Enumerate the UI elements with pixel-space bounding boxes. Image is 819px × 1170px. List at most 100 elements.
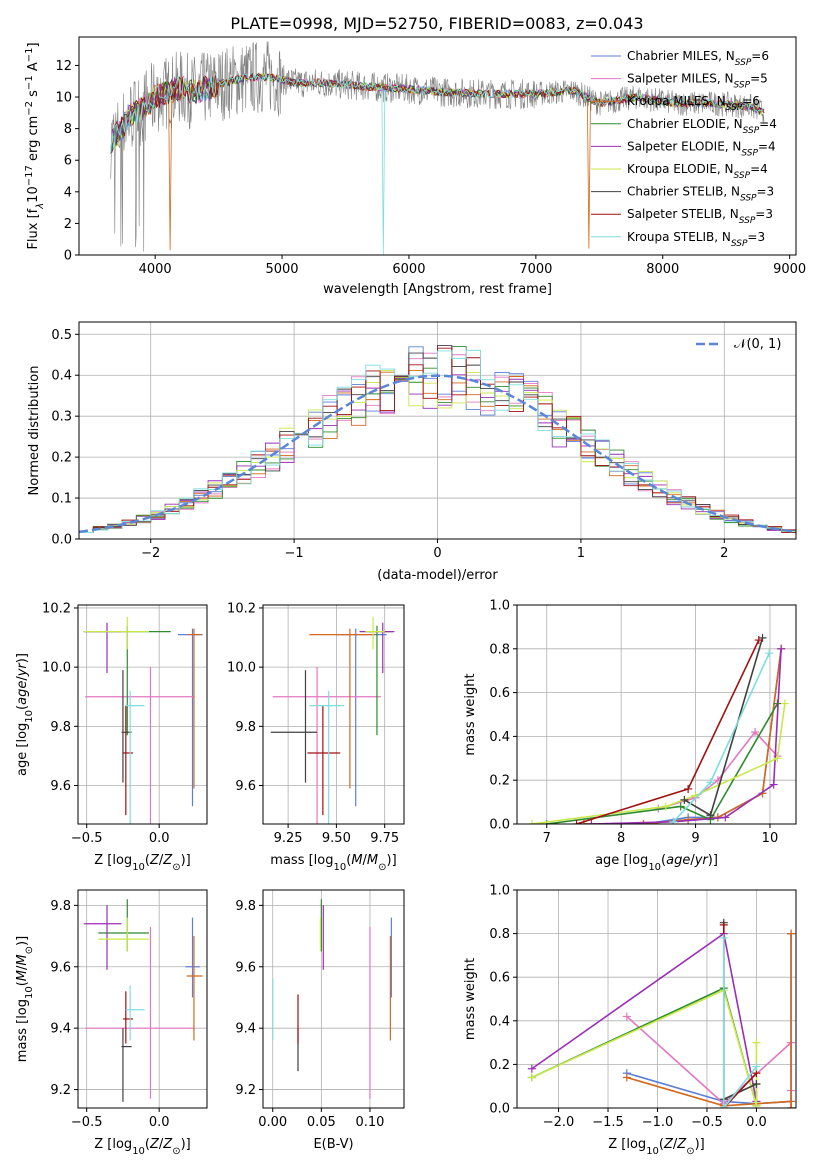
legend-label-base: Kroupa STELIB, N [627,230,731,244]
mass-vs-z-xlabel-part: 10 [132,1146,145,1157]
mass-vs-z-xtick-label: −0.5 [71,1115,103,1130]
weight-point-marker [754,636,763,645]
mass-vs-ebv-xtick-label: 0.05 [307,1115,336,1130]
weight-point-marker [751,728,760,737]
weight-point-marker [752,1062,761,1071]
weight-point-marker [706,778,715,787]
spectrum-ylabel-part: −17 [24,165,35,186]
legend-label-tail: =4 [759,117,777,131]
spectrum-xtick-label: 6000 [392,262,425,277]
weight-point-marker [769,780,778,789]
weight-point-marker [706,811,715,820]
age-vs-mass-ytick-label: 9.8 [235,720,256,735]
weight-point-marker [719,933,728,942]
spectrum-ylabel-part: erg cm [26,116,41,165]
spectrum-model-line [110,73,765,255]
age-vs-z-xlabel-part: )] [181,853,191,868]
weight-point-marker [639,820,648,824]
legend-label-base: Chabrier ELODIE, N [627,117,743,131]
mass-vs-z-xlabel-part: ( [145,1137,150,1152]
spectrum-ytick-label: 6 [64,154,72,169]
weight-vs-age-ytick-label: 1.0 [489,599,510,614]
weight-point-marker [527,820,536,824]
legend-label-tail: =6 [751,49,769,63]
residual-histogram-frame [78,321,797,540]
spectrum-plot-area [110,41,765,255]
age-vs-z-xlabel-part: Z [log [94,853,132,868]
weight-vs-age-xlabel-part: )] [708,853,718,868]
mass-vs-z-ylabel-part: M [15,970,30,981]
residual-histogram-xtick-label: −1 [285,546,304,561]
mass-vs-z-ylabel: mass [log10(M/M⊙)] [15,936,35,1062]
spectrum-ylabel-part: λ [35,203,46,210]
weight-vs-z-xtick-label: −1.0 [642,1115,674,1130]
weight-vs-z-xlabel-part: ( [659,1137,664,1152]
legend-label-tail: =3 [747,230,765,244]
weight-series-line [658,730,778,810]
spectrum-ytick-label: 2 [64,217,72,232]
spectrum-chart: 4000 5000 6000 7000 8000 9000 0 2 4 6 8 10 12 wavelen… [24,36,806,297]
legend-label-sub: SSP [735,58,752,68]
legend-label: Kroupa STELIB, NSSP=3 [627,230,765,249]
age-vs-z-ylabel-part: 10 [24,710,35,723]
mass-vs-z-frame [77,889,208,1109]
weight-vs-age-xlabel-part: yr [694,853,710,868]
weight-vs-age-xtick-label: 9 [691,831,699,846]
age-vs-z-chart: −0.5 0.09.69.810.010.2Z [log10(Z/Z⊙)]age … [15,601,208,873]
weight-vs-z-xtick-label: −2.0 [543,1115,575,1130]
gaussian-curve [79,374,796,534]
mass-vs-z-ylabel-part: 10 [24,986,35,999]
weight-point-marker [587,820,596,824]
weight-vs-z-ytick-label: 0.0 [489,1102,510,1117]
weight-series-line [722,937,758,1108]
mass-vs-ebv-xtick-label: 0.00 [258,1115,287,1130]
weight-vs-age-xlabel-part: / [690,853,695,868]
weight-vs-age-ytick-label: 0.0 [489,818,510,833]
mass-vs-z-ylabel-part: )] [15,936,30,946]
weight-point-marker [661,802,670,811]
legend-label-tail: =3 [757,185,775,199]
mass-vs-z-xlabel-part: Z [log [94,1137,132,1152]
age-vs-z-ylabel-part: yr [15,662,30,678]
weight-vs-age-frame [516,604,797,825]
spectrum-ytick-label: 10 [55,91,72,106]
legend-label-base: Salpeter STELIB, N [627,207,739,221]
mass-vs-ebv-xtick-label: 0.10 [355,1115,384,1130]
weight-vs-age-xlabel-part: age [666,853,690,868]
residual-histogram-ytick-label: 0.1 [51,492,72,507]
spectrum-ylabel-part: s [26,90,41,101]
residual-histogram-ytick-label: 0.0 [51,533,72,548]
mass-vs-ebv-chart: 0.00 0.05 0.10 9.2 9.4 9.6 9.8 [235,889,405,1130]
spectrum-ylabel: Flux [fλ10−17 erg cm−2 s−1 A−1] [24,42,46,249]
weight-point-marker [527,1073,536,1082]
mass-vs-z-ylabel-part: mass [log [15,999,30,1062]
weight-vs-age-ytick-label: 0.2 [489,774,510,789]
legend-label-tail: =3 [755,207,773,221]
spectrum-xtick-label: 9000 [773,262,806,277]
mass-vs-z-ylabel-part: / [15,965,30,970]
spectrum-ylabel-part: Flux [f [26,208,41,249]
weight-point-marker [572,820,581,824]
residual-histogram-xtick-label: 1 [577,546,585,561]
residual-histogram-grid [79,322,796,540]
legend-label-tail: =4 [750,162,768,176]
gaussian-legend-label: 𝒩(0, 1) [734,337,781,352]
mass-vs-z-ytick-label: 9.4 [50,1022,71,1037]
residual-histogram-xtick-label: 2 [720,546,728,561]
weight-point-marker [676,802,685,811]
weight-vs-z-ytick-label: 0.4 [489,1014,510,1029]
age-vs-mass-xtick-label: 9.75 [370,831,399,846]
histogram-xlabel: (data-model)/error [377,568,498,583]
weight-vs-age-ytick-label: 0.4 [489,730,510,745]
legend-label-base: Kroupa ELODIE, N [627,162,734,176]
weight-point-marker [719,1104,728,1108]
mass-vs-z-xlabel-part: / [159,1137,164,1152]
weight-vs-z-xlabel-part: 10 [646,1146,659,1157]
age-vs-mass-xlabel-part: / [363,853,368,868]
age-vs-z-xlabel-part: Z [162,853,173,868]
weight-point-marker [719,920,728,929]
mass-vs-z-ytick-label: 9.6 [50,960,71,975]
weight-series-line [531,986,758,1107]
mass-vs-ebv-frame [262,889,405,1109]
age-vs-z-xlabel: Z [log10(Z/Z⊙)] [94,853,191,873]
